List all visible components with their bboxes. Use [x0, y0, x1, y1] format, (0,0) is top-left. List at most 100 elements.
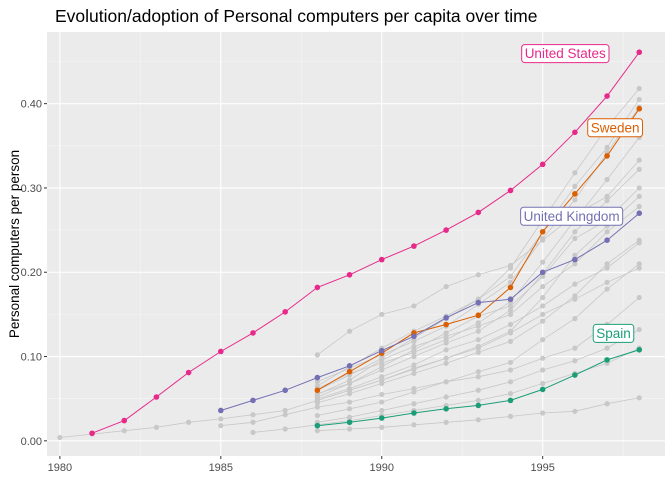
series-point-sweden: [636, 105, 643, 112]
highlighted-series: [89, 49, 643, 437]
series-point-united-kingdom: [346, 363, 353, 369]
background-series-point: [572, 261, 578, 267]
background-series-point: [218, 416, 224, 422]
background-series-point: [507, 338, 514, 344]
background-series-point: [604, 144, 610, 151]
background-series-point: [540, 311, 546, 317]
background-series-point: [604, 279, 610, 285]
series-point-spain: [378, 415, 385, 421]
background-series-point: [346, 426, 353, 432]
background-series-line: [220, 297, 640, 427]
series-point-united-states: [572, 129, 578, 136]
background-series-point: [604, 401, 610, 407]
background-series-point: [314, 400, 320, 406]
background-series-point: [443, 283, 449, 290]
series-point-spain: [411, 410, 417, 416]
background-series-point: [572, 252, 578, 258]
series-point-sweden: [539, 228, 546, 235]
series-point-united-kingdom: [636, 210, 643, 217]
background-series-point: [540, 283, 546, 290]
series-point-spain: [604, 357, 610, 363]
series-point-spain: [636, 346, 643, 353]
background-series-point: [443, 355, 449, 361]
y-tick-label: 0.30: [21, 183, 42, 195]
background-series-point: [540, 337, 546, 343]
background-series-point: [475, 337, 481, 343]
series-point-sweden: [604, 153, 610, 159]
background-series-point: [411, 401, 417, 407]
background-series-point: [379, 367, 385, 373]
series-point-united-states: [411, 243, 417, 249]
background-series-point: [507, 328, 514, 334]
background-series-point: [411, 365, 417, 371]
background-series-point: [540, 355, 546, 361]
background-series-point: [379, 311, 385, 317]
background-series-point: [475, 387, 481, 393]
background-series-point: [507, 307, 514, 313]
background-series-point: [475, 417, 481, 423]
background-series-point: [411, 370, 417, 376]
background-series-point: [379, 391, 385, 398]
background-series-point: [540, 303, 546, 309]
series-line-united-states: [91, 51, 640, 434]
series-point-united-kingdom: [539, 269, 546, 276]
background-series-point: [411, 349, 417, 355]
y-tick-label: 0.10: [21, 352, 42, 364]
background-series-point: [540, 294, 546, 301]
background-series-point: [443, 419, 449, 425]
background-series-point: [443, 347, 449, 353]
series-point-united-states: [314, 284, 321, 291]
background-series-point: [346, 380, 353, 387]
background-series-point: [250, 419, 256, 425]
background-series-point: [282, 407, 288, 414]
background-series-point: [540, 235, 546, 242]
series-point-united-kingdom: [314, 374, 321, 381]
background-series-point: [346, 414, 353, 420]
series-point-spain: [346, 419, 353, 426]
series-point-united-states: [378, 256, 385, 263]
background-series-point: [540, 318, 546, 324]
series-point-sweden: [314, 387, 321, 394]
callout-united-kingdom: United Kingdom: [520, 206, 624, 226]
background-series-point: [507, 367, 514, 373]
background-series-point: [314, 379, 320, 385]
background-series-point: [636, 261, 642, 267]
background-series-point: [314, 404, 320, 410]
background-series-point: [475, 328, 481, 334]
series-point-spain: [443, 405, 449, 412]
background-series-point: [250, 412, 256, 418]
background-series-point: [346, 328, 353, 334]
series-point-united-states: [89, 430, 95, 437]
background-series-point: [572, 345, 578, 351]
background-series-point: [314, 412, 320, 419]
background-series-point: [379, 424, 385, 430]
background-series-point: [475, 397, 481, 403]
series-callouts: United States Sweden United Kingdom Spain: [520, 44, 644, 343]
series-point-spain: [475, 402, 482, 409]
y-axis-title: Personal computers per person: [7, 150, 22, 338]
background-series-point: [636, 157, 642, 163]
background-series-point: [636, 185, 642, 191]
background-series-point: [604, 286, 610, 292]
background-series-point: [507, 303, 514, 309]
background-series-point: [507, 413, 514, 419]
background-series-point: [314, 352, 320, 358]
background-series-point: [346, 399, 353, 405]
callout-box: [521, 44, 610, 64]
callout-label: Spain: [596, 326, 631, 341]
background-series-point: [314, 428, 320, 434]
background-series-point: [636, 85, 642, 92]
background-series-point: [540, 367, 546, 373]
series-point-united-states: [507, 187, 514, 194]
background-series-point: [572, 316, 578, 322]
callout-label: United Kingdom: [524, 209, 620, 224]
background-series-point: [218, 423, 224, 429]
background-series-point: [411, 389, 417, 395]
axis-ticks: 1980 1985 1990 1995 0.00 0.10 0.20 0.30 0.40: [21, 99, 555, 474]
series-point-united-states: [346, 271, 353, 278]
background-series-point: [604, 197, 610, 204]
background-series-point: [153, 424, 160, 430]
series-point-united-kingdom: [250, 397, 256, 404]
series-point-united-kingdom: [378, 347, 385, 354]
